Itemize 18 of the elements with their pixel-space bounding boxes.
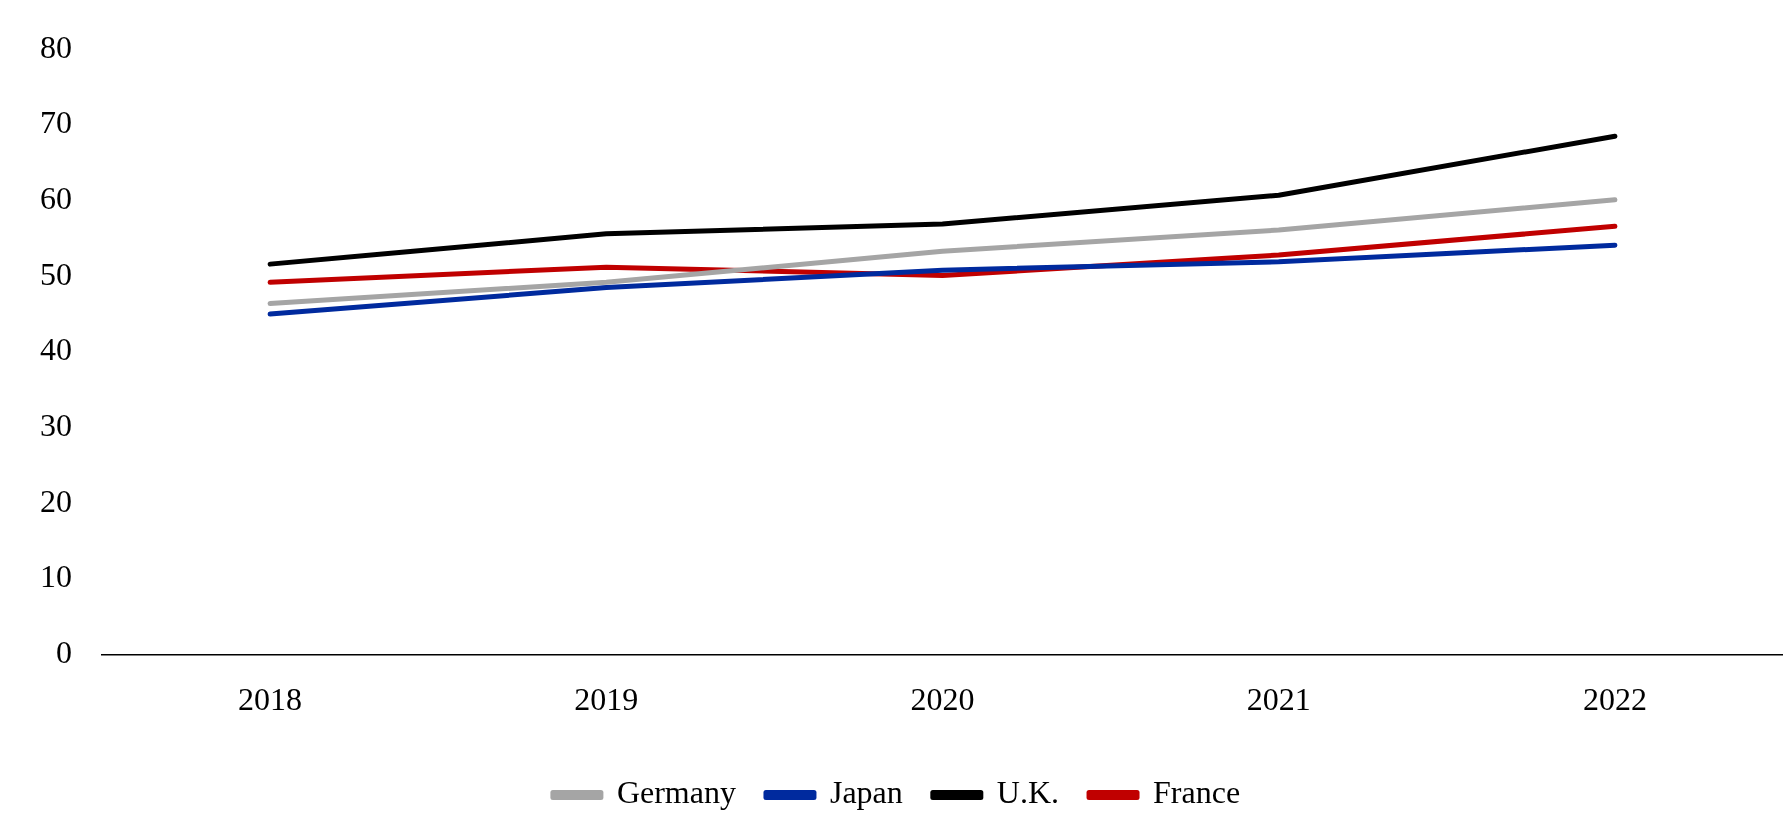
x-tick-label: 2022 [1582, 681, 1647, 718]
y-tick-label: 30 [40, 406, 72, 443]
y-tick-label: 60 [40, 179, 72, 216]
y-tick-label: 0 [56, 634, 72, 671]
y-tick-label: 40 [40, 331, 72, 368]
x-tick-label: 2020 [910, 681, 975, 718]
legend-label: Japan [829, 774, 903, 811]
x-tick-label: 2018 [238, 681, 303, 718]
legend-label: France [1153, 774, 1241, 811]
y-tick-label: 20 [40, 482, 72, 519]
x-tick-label: 2021 [1246, 681, 1311, 718]
y-tick-label: 80 [40, 28, 72, 65]
y-tick-label: 10 [40, 558, 72, 595]
y-tick-label: 50 [40, 255, 72, 292]
legend-label: U.K. [996, 774, 1060, 811]
legend-label: Germany [616, 774, 736, 811]
y-tick-label: 70 [40, 104, 72, 141]
x-tick-label: 2019 [574, 681, 639, 718]
